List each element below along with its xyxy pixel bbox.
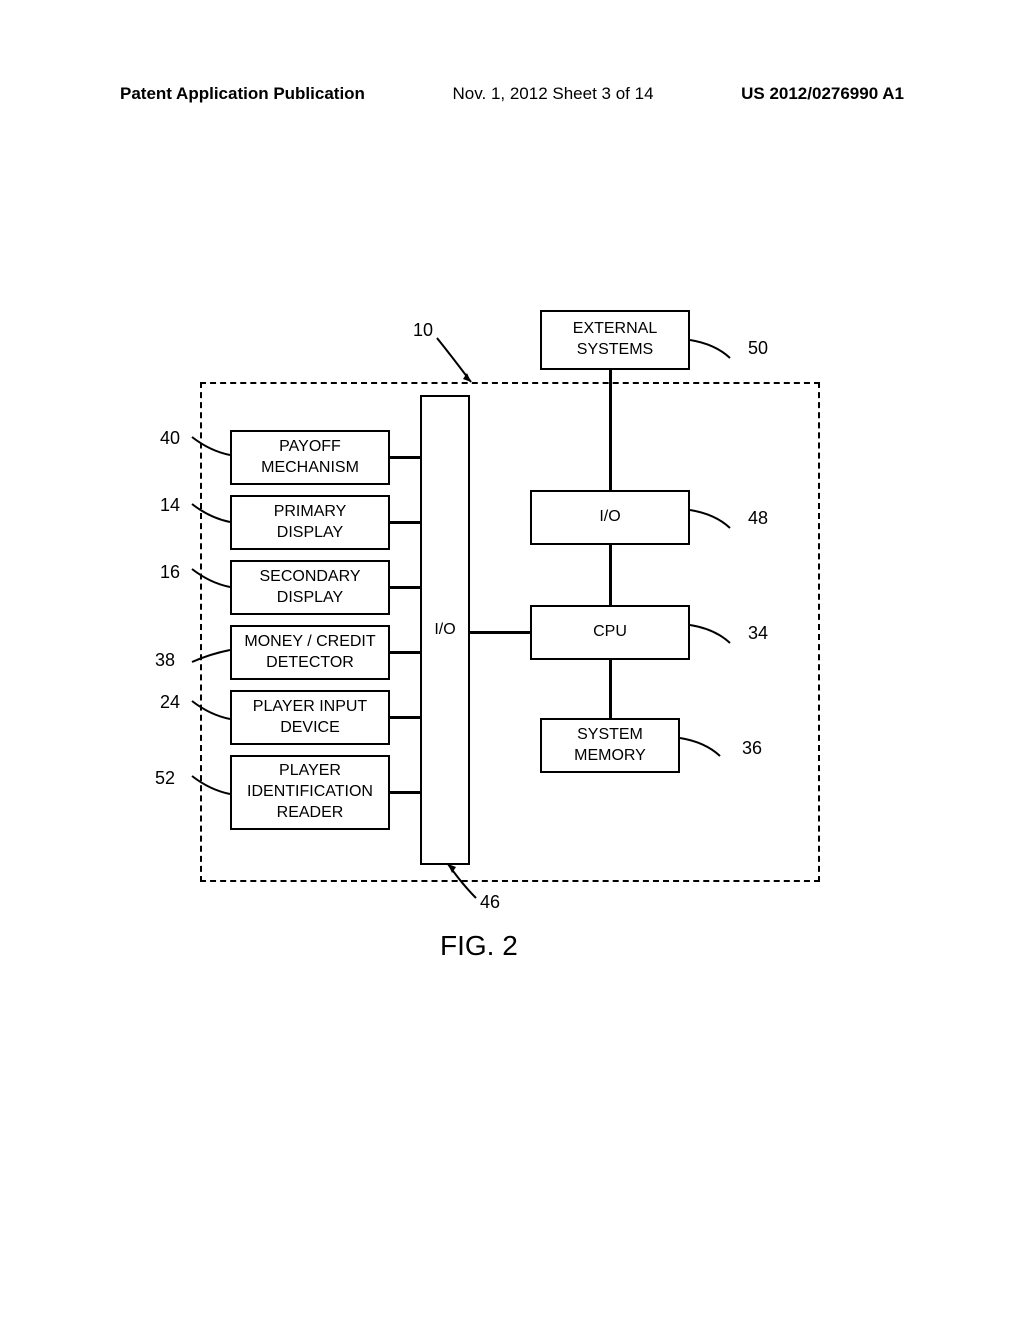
conn-14 [390,521,420,524]
primary-display-block: PRIMARY DISPLAY [230,495,390,550]
figure-title: FIG. 2 [440,930,518,962]
leader-24 [188,699,230,721]
system-memory-text: SYSTEM MEMORY [550,725,670,767]
label-38: 38 [155,650,175,671]
leader-38 [188,642,230,664]
leader-36 [680,738,730,758]
label-52: 52 [155,768,175,789]
money-credit-detector-block: MONEY / CREDIT DETECTOR [230,625,390,680]
secondary-display-text: SECONDARY DISPLAY [240,567,380,609]
system-memory-block: SYSTEM MEMORY [540,718,680,773]
conn-48-ext [609,370,612,490]
io-bus-text: I/O [434,620,455,641]
leader-34 [690,625,740,645]
leader-50 [690,340,740,360]
label-16: 16 [160,562,180,583]
external-systems-block: EXTERNAL SYSTEMS [540,310,690,370]
label-10: 10 [413,320,433,341]
money-credit-text: MONEY / CREDIT DETECTOR [240,632,380,674]
leader-52 [188,774,230,796]
io-48-block: I/O [530,490,690,545]
player-input-device-block: PLAYER INPUT DEVICE [230,690,390,745]
conn-38 [390,651,420,654]
payoff-mechanism-block: PAYOFF MECHANISM [230,430,390,485]
cpu-block: CPU [530,605,690,660]
conn-16 [390,586,420,589]
payoff-mechanism-text: PAYOFF MECHANISM [240,437,380,479]
conn-cpu-bus [470,631,530,634]
leader-48 [690,510,740,530]
primary-display-text: PRIMARY DISPLAY [240,502,380,544]
leader-10 [435,338,475,386]
conn-40 [390,456,420,459]
label-34: 34 [748,623,768,644]
conn-cpu-mem [609,660,612,718]
figure-2-diagram: EXTERNAL SYSTEMS 50 10 I/O 46 PAYOFF MEC… [160,310,860,950]
header-date-sheet: Nov. 1, 2012 Sheet 3 of 14 [453,84,654,104]
label-48: 48 [748,508,768,529]
cpu-text: CPU [593,622,627,643]
io-48-text: I/O [599,507,620,528]
secondary-display-block: SECONDARY DISPLAY [230,560,390,615]
label-24: 24 [160,692,180,713]
leader-14 [188,502,230,524]
external-systems-text: EXTERNAL SYSTEMS [550,319,680,361]
conn-52 [390,791,420,794]
io-bus-block: I/O [420,395,470,865]
leader-16 [188,567,230,589]
label-40: 40 [160,428,180,449]
conn-24 [390,716,420,719]
player-id-reader-text: PLAYER IDENTIFICATION READER [240,761,380,823]
label-14: 14 [160,495,180,516]
header-publication: Patent Application Publication [120,84,365,104]
label-36: 36 [742,738,762,759]
conn-48-cpu [609,545,612,605]
header-patent-number: US 2012/0276990 A1 [741,84,904,104]
leader-40 [188,435,230,457]
label-46: 46 [480,892,500,913]
label-50: 50 [748,338,768,359]
player-input-text: PLAYER INPUT DEVICE [240,697,380,739]
player-id-reader-block: PLAYER IDENTIFICATION READER [230,755,390,830]
